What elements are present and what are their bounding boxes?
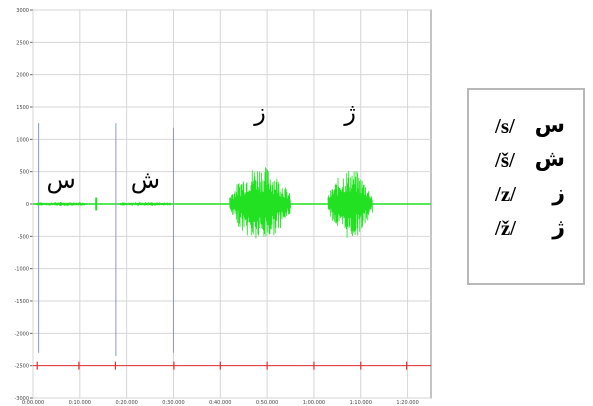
legend-letter: ز <box>552 178 565 210</box>
x-tick-label: 0:50.000 <box>256 400 278 406</box>
x-tick-label: 1:20.000 <box>396 400 418 406</box>
legend-letter: ژ <box>552 212 565 244</box>
y-tick-label: -2500 <box>14 364 29 370</box>
legend-row: ژ /ž/ <box>469 212 583 244</box>
x-tick-label: 0:30.000 <box>162 400 184 406</box>
legend-phoneme: /z/ <box>495 178 516 210</box>
y-tick-label: 2000 <box>16 73 29 79</box>
x-tick-label: 1:00.000 <box>303 400 325 406</box>
segment-letter-label: ش <box>131 166 160 194</box>
y-tick-label: 0 <box>26 202 29 208</box>
x-tick-label: 0:10.000 <box>69 400 91 406</box>
y-tick-label: 3000 <box>16 8 29 14</box>
segment-letter-label: ژ <box>343 98 356 126</box>
y-tick-label: 500 <box>19 170 29 176</box>
y-tick-label: 1500 <box>16 105 29 111</box>
x-tick-label: 0:20.000 <box>115 400 137 406</box>
x-tick-label: 0:40.000 <box>209 400 231 406</box>
y-tick-label: 1000 <box>16 137 29 143</box>
y-tick-label: -1500 <box>14 299 29 305</box>
x-tick-label: 1:10.000 <box>350 400 372 406</box>
segment-letter-label: س <box>46 166 75 194</box>
legend-letter: ش <box>535 144 565 176</box>
legend-phoneme: /ž/ <box>495 212 516 244</box>
y-tick-label: -500 <box>18 234 29 240</box>
legend-box: س /s/ ش /š/ ز /z/ ژ /ž/ <box>467 88 585 285</box>
legend-row: س /s/ <box>469 110 583 142</box>
legend-phoneme: /š/ <box>495 144 515 176</box>
y-tick-label: -1000 <box>14 267 29 273</box>
legend-row: ش /š/ <box>469 144 583 176</box>
legend-letter: س <box>535 110 565 142</box>
segment-letter-label: ز <box>253 98 266 126</box>
x-tick-label: 0:00.000 <box>22 400 44 406</box>
legend-row: ز /z/ <box>469 178 583 210</box>
y-tick-label: 2500 <box>16 40 29 46</box>
y-tick-label: -2000 <box>14 331 29 337</box>
legend-phoneme: /s/ <box>495 110 515 142</box>
